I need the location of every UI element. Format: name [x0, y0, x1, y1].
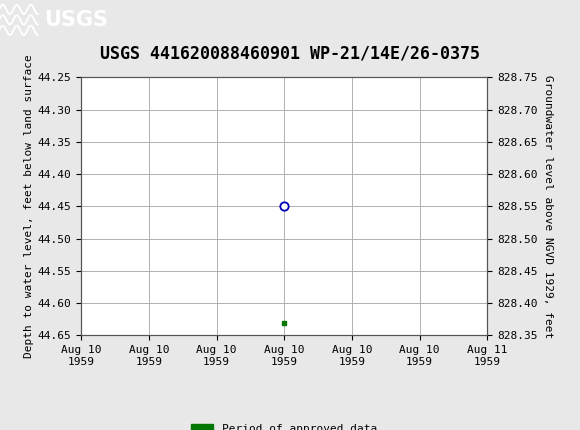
Text: USGS: USGS	[44, 10, 108, 30]
Y-axis label: Depth to water level, feet below land surface: Depth to water level, feet below land su…	[24, 55, 34, 358]
Text: USGS 441620088460901 WP-21/14E/26-0375: USGS 441620088460901 WP-21/14E/26-0375	[100, 45, 480, 63]
Legend: Period of approved data: Period of approved data	[187, 419, 382, 430]
Y-axis label: Groundwater level above NGVD 1929, feet: Groundwater level above NGVD 1929, feet	[543, 75, 553, 338]
